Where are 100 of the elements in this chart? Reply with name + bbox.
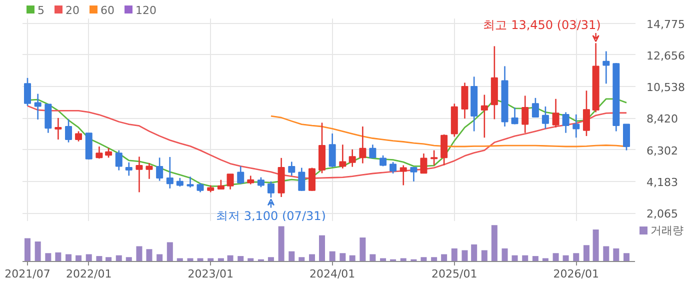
candlestick [348,148,356,168]
bar [248,258,254,262]
legend-label: 5 [38,4,44,17]
candlestick [226,173,234,190]
candlestick [572,114,580,138]
bar [603,246,610,262]
candlestick [420,152,428,174]
bar [360,238,366,262]
x-tick-label: 2025/01 [432,268,478,280]
candlestick [96,146,103,160]
candlestick [430,150,438,166]
legend-label: 120 [136,4,156,17]
y-tick-label: 12,656 [646,49,685,62]
bar [471,244,478,262]
bar [420,257,427,262]
bar [24,238,31,262]
candlestick [166,156,174,190]
bar [542,258,548,262]
candlestick [511,106,518,125]
candlestick [24,77,32,107]
bar [380,258,386,262]
bar [268,257,274,262]
bar [176,258,183,262]
candlestick [217,179,224,190]
bar [592,230,599,262]
candlestick [339,144,346,170]
bar [238,256,244,262]
candlestick [390,161,397,174]
candlestick [602,50,610,84]
candlestick [328,132,336,168]
x-tick-label: 2024/01 [309,268,356,280]
bar [126,257,132,262]
y-tick-label: 8,420 [646,112,678,126]
bar [86,254,92,262]
bar [66,254,72,262]
candlestick [562,112,570,134]
bar [583,245,590,262]
candlestick [308,167,316,192]
candlestick [136,156,143,193]
bar [552,253,559,262]
candlestick [34,93,42,120]
candlestick [440,134,448,166]
legend-label: 거래량 [650,224,684,237]
candlestick [542,106,549,130]
bar [96,256,102,262]
bar [451,248,458,262]
candlestick [196,182,204,193]
bar [278,226,284,262]
candlestick [400,164,407,186]
bar [502,248,508,262]
y-tick-label: 10,538 [646,81,685,94]
candlestick [480,94,488,138]
candlestick [461,82,468,120]
x-tick-label: 2022/01 [66,268,112,280]
candlestick [410,166,418,182]
bar [441,254,448,262]
bar [156,254,163,262]
x-tick-label: 2023/01 [188,268,234,280]
candlestick [146,162,153,180]
bar [573,253,580,262]
bar [491,225,498,262]
candlestick [186,176,194,188]
candlestick [380,154,387,167]
bar [370,254,376,262]
candlestick [522,95,529,134]
y-tick-label: 6,302 [646,144,678,158]
bar [298,257,305,262]
candlestick [75,130,82,142]
bar [329,251,336,262]
bar [106,257,112,262]
candlestick [125,162,132,176]
candlestick [156,156,164,182]
candlestick [237,166,244,185]
candlestick [105,147,112,158]
candlestick [65,118,72,144]
candlestick [288,161,296,176]
y-tick-label: 14,775 [646,18,685,31]
bar [481,250,488,262]
y-tick-label: 4,183 [646,176,678,189]
bar [197,258,204,262]
bar [208,258,214,262]
bar [462,250,468,262]
candlestick [552,98,560,128]
candlestick [369,144,376,159]
bar [431,257,438,262]
bar [318,235,325,262]
annotation: 최고 13,450 (03/31) [483,18,601,32]
bar [45,253,52,262]
legend-label: 60 [100,4,114,17]
bar [308,254,315,262]
candlestick [298,167,306,192]
candlestick [115,150,122,171]
candlestick [54,117,62,140]
bar [532,256,538,262]
candlestick [622,124,630,151]
bar [400,258,406,262]
bar [187,258,194,262]
candlestick [359,126,366,164]
y-tick-label: 2,065 [646,208,678,221]
x-tick-label: 2026/01 [553,268,599,280]
